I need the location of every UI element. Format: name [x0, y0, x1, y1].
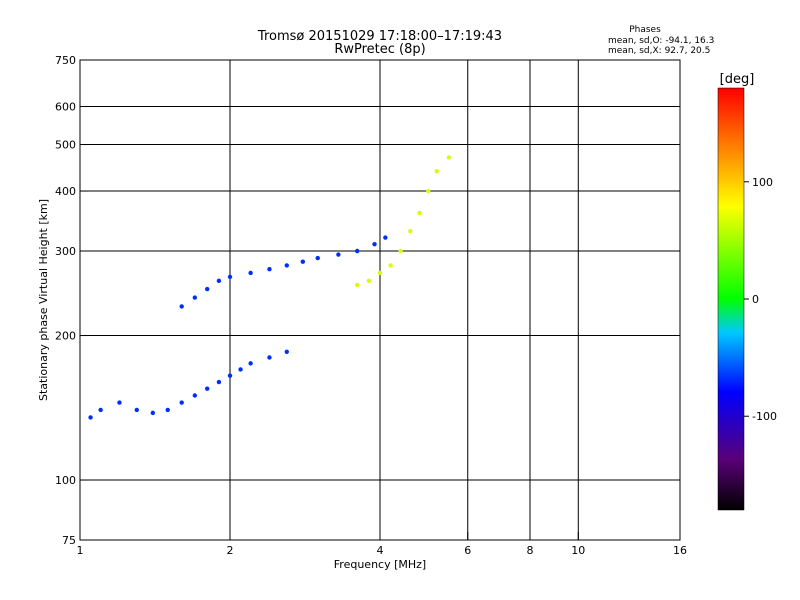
stats-line-o: mean, sd,O: -94.1, 16.3: [608, 36, 714, 46]
data-point: [336, 252, 341, 257]
data-point: [366, 278, 372, 284]
data-point: [192, 393, 198, 398]
colorbar-tick-label: 0: [752, 293, 759, 306]
x-tick-label: 10: [571, 544, 585, 557]
data-point: [315, 255, 320, 261]
data-point: [377, 270, 383, 276]
data-point: [434, 168, 439, 174]
y-tick-label: 100: [55, 474, 76, 487]
stats-line-x: mean, sd,X: 92.7, 20.5: [608, 46, 710, 56]
y-tick-label: 400: [55, 185, 76, 198]
chart-subtitle: RwPretec (8p): [334, 42, 425, 57]
y-tick-label: 750: [55, 54, 76, 67]
data-point: [383, 235, 388, 240]
data-point: [388, 263, 393, 268]
data-point: [204, 386, 210, 391]
data-point: [238, 367, 243, 372]
data-point: [300, 259, 306, 264]
y-tick-label: 600: [55, 101, 76, 114]
data-point: [192, 295, 198, 300]
data-point: [446, 155, 452, 160]
colorbar-label: [deg]: [720, 72, 755, 87]
scatter-points-layer: [88, 155, 452, 420]
data-point: [98, 407, 103, 413]
x-tick-label: 16: [673, 544, 687, 557]
data-point: [354, 282, 360, 288]
data-point: [284, 349, 289, 354]
data-point: [248, 270, 253, 276]
colorbar: [717, 87, 745, 511]
y-tick-label: 200: [55, 330, 76, 343]
data-point: [134, 407, 139, 413]
data-point: [216, 278, 222, 284]
colorbar-tick-label: 100: [752, 176, 773, 189]
data-point: [150, 410, 156, 416]
data-point: [398, 248, 403, 254]
colorbar-ticks: -100 0 100: [744, 176, 777, 423]
data-point: [426, 188, 431, 194]
chart-title: Tromsø 20151029 17:18:00–17:19:43: [257, 29, 502, 44]
data-point: [408, 228, 413, 234]
x-tick-label: 4: [377, 544, 384, 557]
data-point: [372, 241, 377, 247]
data-point: [88, 415, 93, 420]
plot-frame: [79, 59, 681, 541]
colorbar-tick-label: -100: [752, 410, 777, 423]
data-point: [117, 400, 122, 405]
y-tick-label: 500: [55, 139, 76, 152]
grid-layer: [80, 60, 680, 540]
data-point: [216, 379, 222, 385]
data-point: [204, 286, 210, 292]
x-tick-label: 8: [527, 544, 534, 557]
data-point: [267, 266, 272, 272]
data-point: [165, 407, 170, 413]
y-axis-label: Stationary phase Virtual Height [km]: [37, 199, 50, 401]
data-point: [284, 263, 289, 268]
data-point: [354, 248, 360, 254]
axis-ticks-layer: 1 2 4 6 8 10 16 75 100 200 300 400 500 600 750: [55, 54, 687, 557]
x-axis-label: Frequency [MHz]: [334, 558, 426, 571]
x-tick-label: 2: [227, 544, 234, 557]
x-tick-label: 6: [464, 544, 471, 557]
data-point: [417, 210, 422, 216]
data-point: [227, 373, 233, 378]
data-point: [179, 400, 184, 405]
y-tick-label: 75: [62, 534, 76, 547]
x-tick-label: 1: [77, 544, 84, 557]
data-point: [267, 355, 272, 360]
data-point: [248, 361, 253, 366]
stats-header: Phases: [629, 25, 661, 35]
data-point: [227, 274, 233, 280]
y-tick-label: 300: [55, 245, 76, 258]
data-point: [179, 304, 184, 309]
